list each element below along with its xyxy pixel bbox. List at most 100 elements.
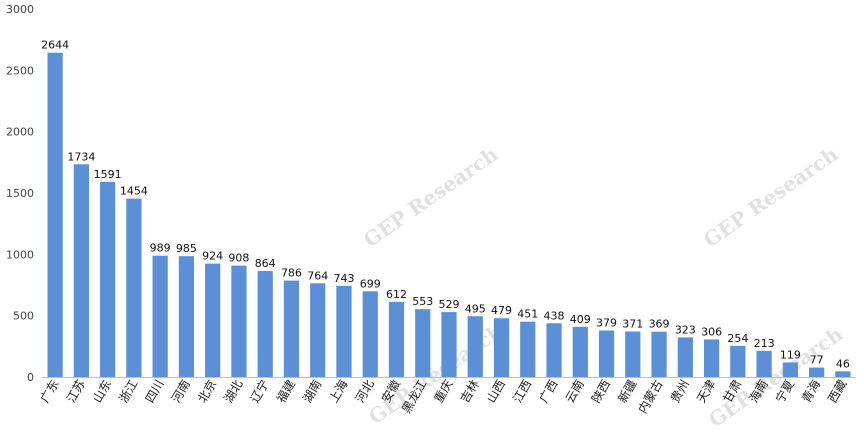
data-label: 1591	[94, 168, 122, 181]
bar	[415, 309, 431, 377]
x-tick-label: 江西	[510, 378, 534, 406]
data-label: 451	[517, 308, 538, 321]
watermark: GEP Research	[699, 142, 842, 252]
y-tick-label: 3000	[6, 3, 34, 16]
x-tick-label: 陕西	[588, 377, 613, 405]
x-tick-label: 上海	[326, 377, 351, 405]
data-label: 438	[544, 309, 565, 322]
bar	[362, 291, 378, 377]
data-label: 989	[150, 242, 171, 255]
x-tick-label: 湖北	[221, 377, 246, 405]
x-tick-label: 新疆	[614, 377, 639, 405]
x-tick-label: 福建	[273, 377, 298, 405]
data-label: 1454	[120, 185, 148, 198]
data-label: 46	[836, 357, 850, 370]
y-tick-label: 1500	[6, 187, 34, 200]
x-tick-label: 辽宁	[247, 377, 272, 405]
data-label: 495	[465, 302, 486, 315]
y-tick-label: 500	[13, 310, 34, 323]
x-tick-label: 浙江	[116, 378, 140, 406]
bar	[231, 265, 247, 377]
bar	[283, 280, 300, 377]
bar	[756, 350, 772, 377]
x-tick-label: 山东	[90, 378, 114, 406]
bar	[467, 316, 483, 377]
x-tick-label: 山西	[484, 378, 508, 406]
bars	[47, 52, 851, 377]
bar	[572, 326, 588, 377]
x-tick-label: 北京	[195, 378, 219, 406]
bar	[520, 321, 536, 377]
data-label: 213	[754, 337, 775, 350]
data-label: 908	[228, 252, 249, 265]
x-tick-label: 广西	[536, 378, 560, 406]
bar	[651, 331, 667, 377]
watermark: GEP Research	[364, 319, 507, 429]
data-label: 379	[596, 317, 617, 330]
bar	[388, 301, 405, 377]
bar	[625, 331, 641, 377]
data-label: 409	[570, 313, 591, 326]
x-tick-label: 西藏	[825, 378, 849, 406]
bar	[835, 371, 851, 377]
data-label: 77	[810, 354, 824, 367]
x-tick-label: 吉林	[458, 378, 482, 406]
x-tick-label: 天津	[694, 378, 718, 406]
bar	[205, 263, 221, 377]
y-axis: 0 500 1000 1500 2000 2500 3000	[6, 3, 34, 384]
data-label: 119	[780, 348, 801, 361]
data-label: 2644	[41, 39, 69, 52]
bar	[782, 362, 798, 377]
x-tick-label: 内蒙古	[635, 377, 666, 416]
data-label: 479	[491, 304, 512, 317]
bar	[808, 367, 825, 377]
data-label: 254	[727, 332, 748, 345]
x-tick-label: 河南	[168, 377, 193, 405]
bar	[100, 181, 116, 377]
watermark: GEP Research	[359, 142, 502, 252]
data-label: 323	[675, 323, 696, 336]
y-tick-label: 2000	[6, 126, 34, 139]
y-tick-label: 1000	[6, 248, 34, 261]
data-label: 369	[649, 318, 670, 331]
x-tick-label: 云南	[562, 377, 587, 405]
x-tick-label: 广东	[38, 378, 62, 406]
bar	[336, 285, 352, 377]
bar	[47, 52, 63, 377]
bar	[73, 164, 90, 377]
data-label: 924	[202, 250, 223, 263]
x-tick-label: 河北	[353, 378, 377, 406]
y-tick-label: 0	[27, 371, 34, 384]
data-label: 1734	[67, 150, 95, 163]
bar	[677, 337, 693, 377]
watermark: GEP Research	[704, 322, 847, 432]
x-tick-label: 湖南	[299, 377, 324, 405]
data-label: 699	[360, 277, 381, 290]
data-label: 864	[255, 257, 276, 270]
x-tick-label: 青海	[798, 377, 823, 405]
bar	[493, 318, 510, 377]
data-label: 553	[412, 295, 433, 308]
bar	[152, 255, 168, 377]
data-label: 529	[439, 298, 460, 311]
x-tick-label: 四川	[143, 378, 167, 406]
bar	[126, 198, 142, 377]
data-label: 786	[281, 267, 302, 280]
x-tick-label: 江苏	[64, 378, 88, 406]
bar	[598, 330, 615, 377]
x-tick-label: 贵州	[668, 378, 692, 406]
y-tick-label: 2500	[6, 64, 34, 77]
bar	[257, 271, 273, 377]
data-label: 743	[333, 272, 354, 285]
bar	[703, 339, 720, 377]
data-labels: 2644 1734 1591 1454 989 985 924 908 864 786 764 743…	[41, 39, 850, 371]
data-label: 306	[701, 325, 722, 338]
data-label: 371	[622, 317, 643, 330]
bar	[546, 323, 562, 377]
data-label: 985	[176, 242, 197, 255]
bar	[441, 312, 457, 377]
data-label: 764	[307, 269, 328, 282]
bar	[730, 345, 746, 377]
data-label: 612	[386, 288, 407, 301]
